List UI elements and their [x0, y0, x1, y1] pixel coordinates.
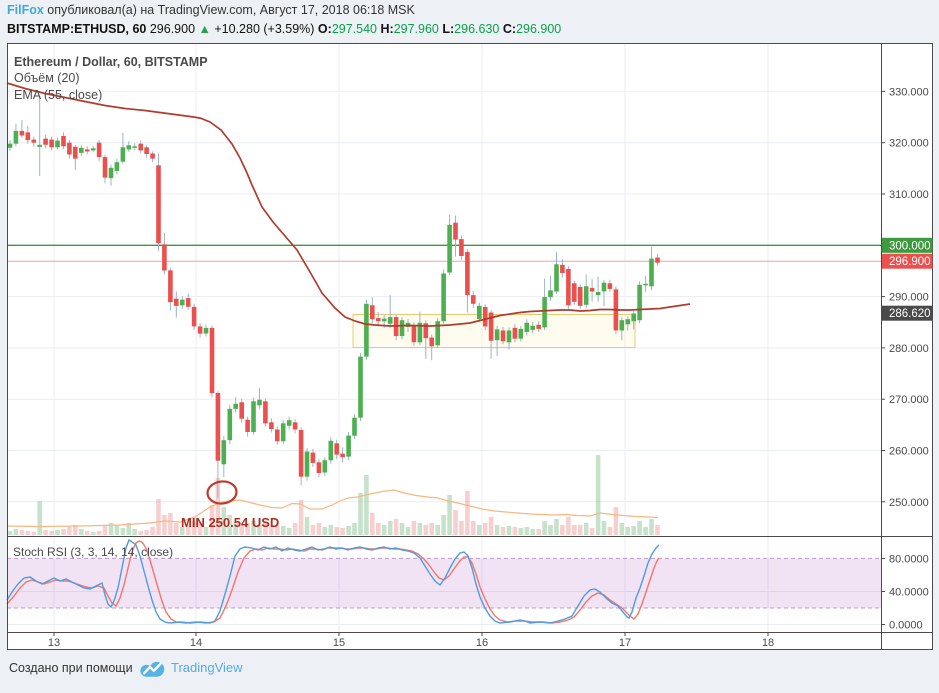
svg-text:250.000: 250.000: [889, 497, 929, 509]
svg-text:300.000: 300.000: [889, 240, 931, 252]
svg-text:320.000: 320.000: [889, 138, 929, 150]
svg-text:Stoch RSI (3, 3, 14, 14, close: Stoch RSI (3, 3, 14, 14, close): [13, 545, 173, 559]
svg-text:290.000: 290.000: [889, 292, 929, 304]
svg-text:MIN 250.54 USD: MIN 250.54 USD: [181, 515, 279, 530]
svg-text:18: 18: [762, 637, 774, 649]
svg-text:13: 13: [48, 637, 60, 649]
svg-text:TradingView: TradingView: [171, 660, 243, 675]
svg-text:16: 16: [476, 637, 488, 649]
svg-text:0.0000: 0.0000: [889, 620, 923, 632]
svg-text:310.000: 310.000: [889, 189, 929, 201]
svg-text:330.000: 330.000: [889, 86, 929, 98]
svg-text:260.000: 260.000: [889, 446, 929, 458]
svg-text:BITSTAMP:ETHUSD, 60 296.900 ▲: BITSTAMP:ETHUSD, 60 296.900 ▲ +10.280 (+…: [7, 22, 561, 36]
svg-text:Объём (20): Объём (20): [14, 71, 80, 85]
svg-text:Создано при помощи: Создано при помощи: [9, 661, 133, 675]
svg-text:296.900: 296.900: [889, 256, 931, 268]
svg-text:Ethereum / Dollar, 60, BITSTAM: Ethereum / Dollar, 60, BITSTAMP: [14, 55, 208, 69]
svg-text:EMA (55, close): EMA (55, close): [14, 88, 102, 102]
svg-text:270.000: 270.000: [889, 394, 929, 406]
svg-text:40.0000: 40.0000: [889, 587, 929, 599]
svg-text:280.000: 280.000: [889, 343, 929, 355]
svg-text:15: 15: [333, 637, 345, 649]
svg-text:286.620: 286.620: [889, 308, 931, 320]
svg-text:17: 17: [619, 637, 631, 649]
svg-text:80.0000: 80.0000: [889, 553, 929, 565]
svg-text:FilFox опубликовал(а) на Tradi: FilFox опубликовал(а) на TradingView.com…: [7, 3, 416, 17]
svg-text:14: 14: [190, 637, 202, 649]
